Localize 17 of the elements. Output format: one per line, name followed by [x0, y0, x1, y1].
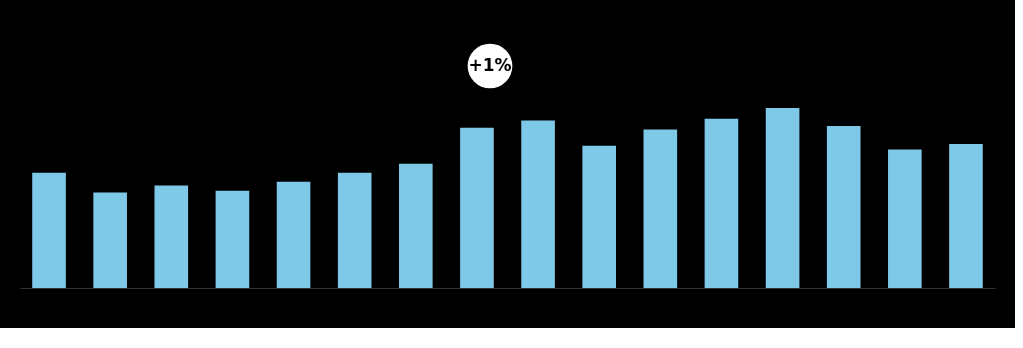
bar: [582, 145, 616, 288]
bar: [460, 127, 494, 288]
bar: [399, 163, 433, 288]
bar: [521, 120, 555, 288]
bar: [154, 185, 189, 288]
bar: [888, 149, 922, 288]
bar: [643, 129, 678, 288]
bar: [949, 144, 983, 288]
bar: [93, 192, 127, 288]
bar: [215, 190, 250, 288]
text: +1%: [468, 55, 512, 75]
bar: [276, 181, 311, 288]
bar: [704, 118, 739, 288]
bar: [32, 172, 66, 288]
bar: [765, 108, 800, 288]
bar: [337, 172, 372, 288]
bar: [826, 126, 861, 288]
